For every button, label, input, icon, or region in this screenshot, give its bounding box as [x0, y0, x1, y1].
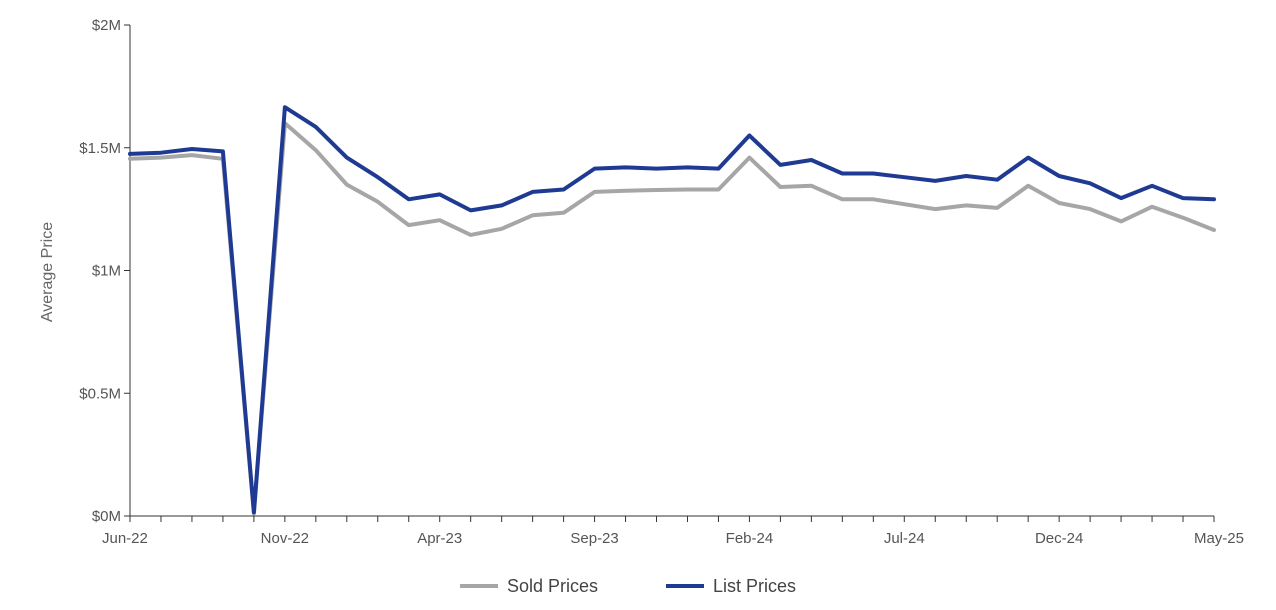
- y-tick-label: $1.5M: [79, 140, 121, 157]
- x-tick-label: Feb-24: [726, 530, 774, 547]
- legend: Sold Prices List Prices: [460, 576, 796, 596]
- x-tick-label: Apr-23: [417, 530, 462, 547]
- y-axis-title: Average Price: [39, 222, 56, 322]
- y-tick-label: $1M: [92, 263, 121, 280]
- legend-label-1: List Prices: [713, 576, 796, 596]
- x-tick-label: Dec-24: [1035, 530, 1083, 547]
- series-lines: [128, 105, 1216, 516]
- x-tick-label: Nov-22: [261, 530, 309, 547]
- legend-label-0: Sold Prices: [507, 576, 598, 596]
- x-tick-label: Jun-22: [102, 530, 148, 547]
- x-axis: Jun-22 Nov-22 Apr-23 Sep-23 Feb-24 Jul-24 Dec-…: [102, 515, 1244, 547]
- series-line-0: [128, 121, 1216, 516]
- x-tick-label: Sep-23: [570, 530, 618, 547]
- x-tick-label: May-25: [1194, 530, 1244, 547]
- y-tick-label: $0.5M: [79, 385, 121, 402]
- y-axis: $0M $0.5M $1M $1.5M $2M: [79, 17, 131, 525]
- y-tick-label: $2M: [92, 17, 121, 34]
- x-tick-label: Jul-24: [884, 530, 925, 547]
- series-line-1: [128, 105, 1216, 515]
- y-tick-label: $0M: [92, 508, 121, 525]
